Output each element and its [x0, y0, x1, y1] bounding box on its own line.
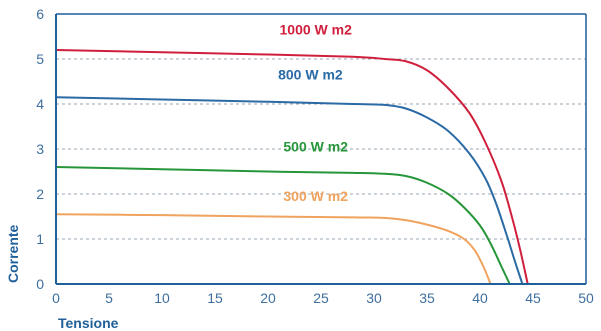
- x-tick-label-10: 10: [154, 290, 170, 306]
- y-tick-label-1: 1: [36, 231, 44, 247]
- x-axis-ticks: 0 5 10 15 20 25 30 35 40 45 50: [52, 290, 594, 306]
- x-tick-label-45: 45: [525, 290, 541, 306]
- series-line-1: [55, 96, 524, 285]
- x-tick-label-25: 25: [313, 290, 329, 306]
- series-lines: [55, 49, 529, 285]
- y-tick-label-3: 3: [36, 141, 44, 157]
- x-tick-label-35: 35: [419, 290, 435, 306]
- y-tick-label-2: 2: [36, 186, 44, 202]
- series-labels: 1000 W m2 800 W m2 500 W m2 300 W m2: [278, 21, 352, 204]
- y-tick-label-4: 4: [36, 96, 44, 112]
- x-tick-label-30: 30: [366, 290, 382, 306]
- x-tick-label-20: 20: [260, 290, 276, 306]
- x-tick-label-5: 5: [105, 290, 113, 306]
- series-line-2: [55, 166, 511, 285]
- x-tick-label-50: 50: [578, 290, 594, 306]
- series-line-0: [55, 49, 529, 285]
- series-line-3: [55, 213, 492, 285]
- y-tick-label-6: 6: [36, 6, 44, 22]
- series-label-2: 500 W m2: [283, 138, 348, 154]
- series-label-1: 800 W m2: [278, 66, 343, 82]
- x-axis-title: Tensione: [58, 315, 119, 331]
- y-tick-label-0: 0: [36, 276, 44, 292]
- x-tick-label-15: 15: [207, 290, 223, 306]
- y-axis-title: Corrente: [5, 224, 21, 283]
- series-label-3: 300 W m2: [283, 188, 348, 204]
- y-tick-label-5: 5: [36, 51, 44, 67]
- series-label-0: 1000 W m2: [280, 21, 353, 37]
- x-tick-label-0: 0: [52, 290, 60, 306]
- x-tick-label-40: 40: [472, 290, 488, 306]
- axes: [55, 13, 587, 285]
- y-axis-ticks: 0 1 2 3 4 5 6: [36, 6, 44, 292]
